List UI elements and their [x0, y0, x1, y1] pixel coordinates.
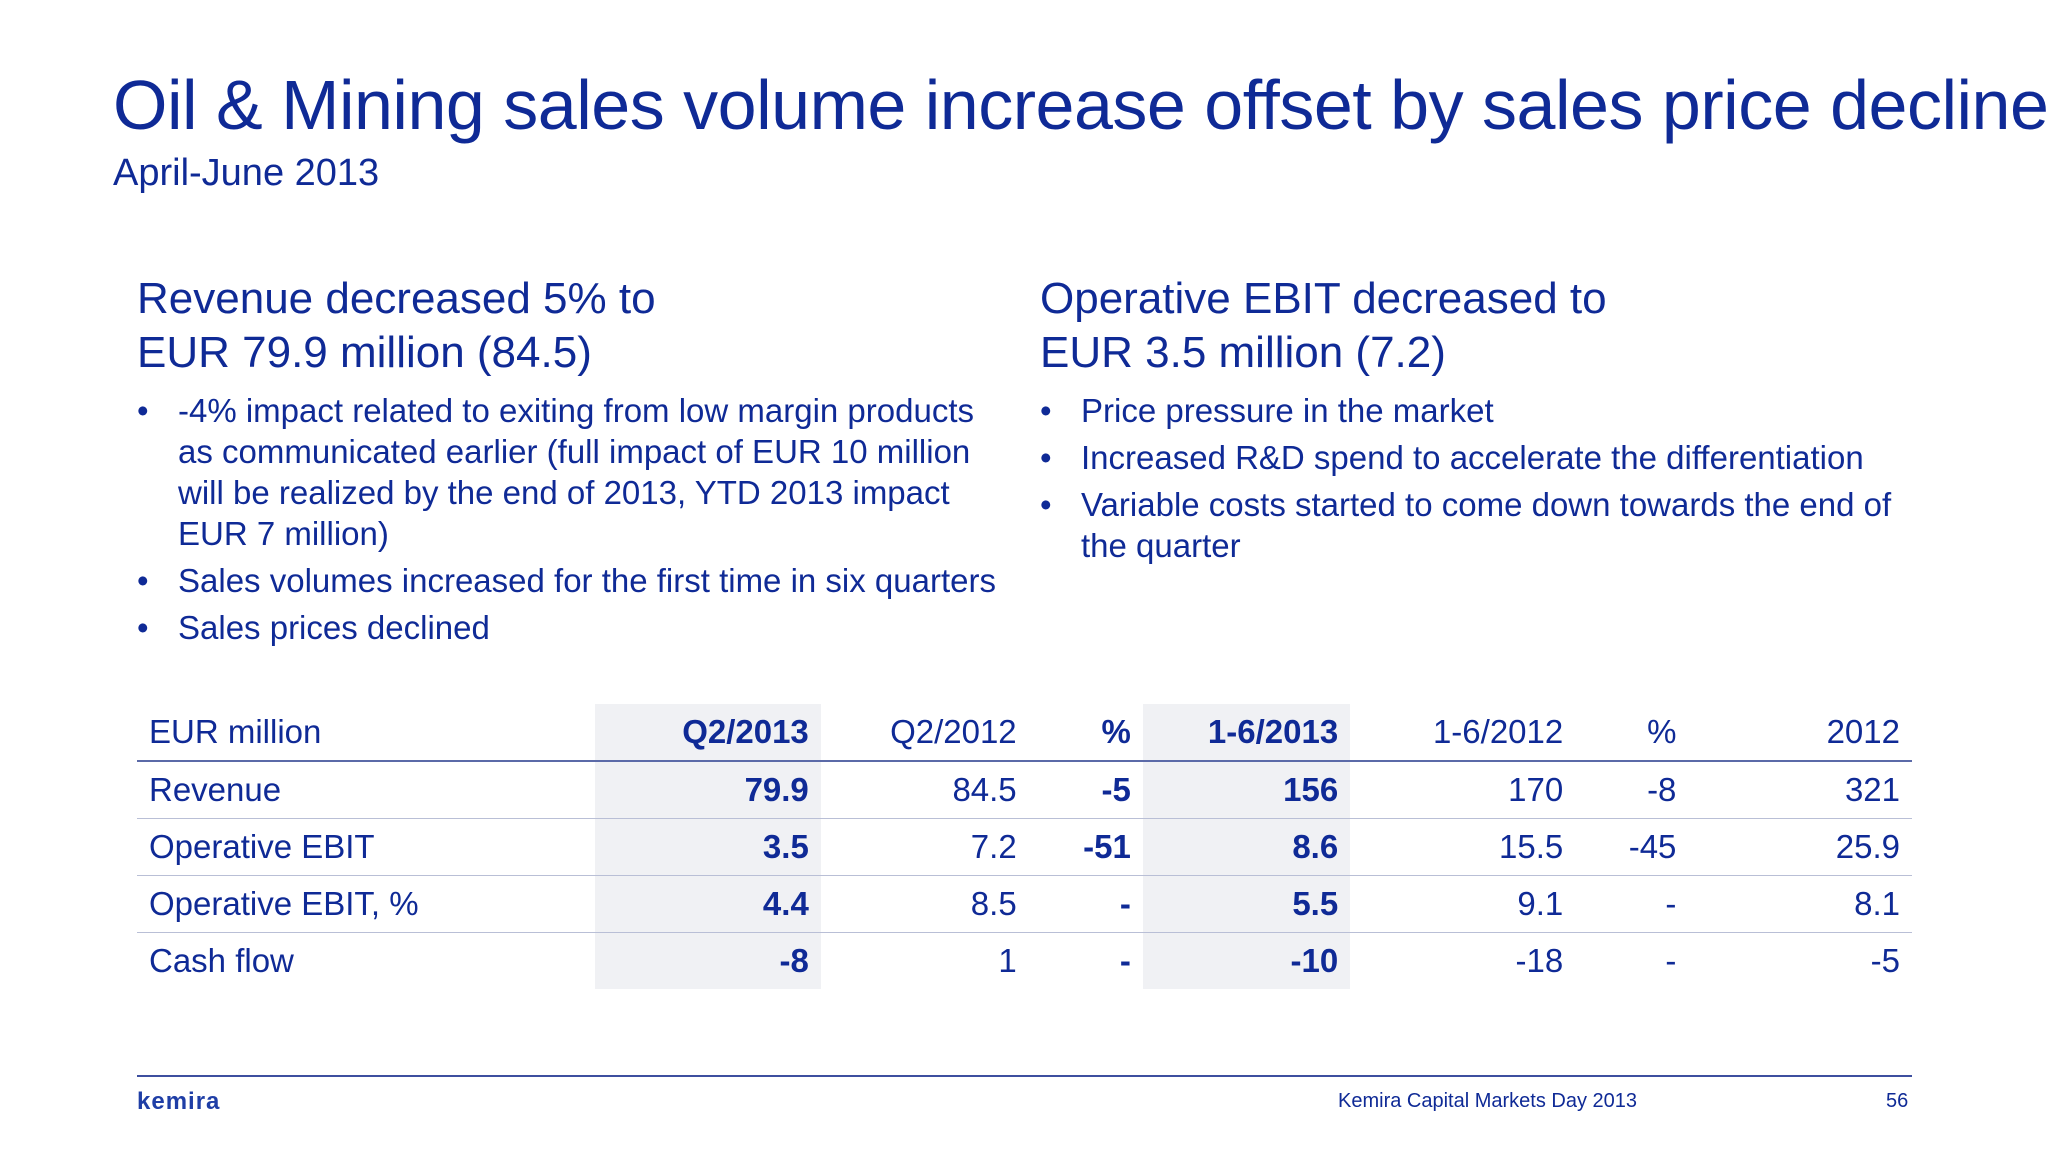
table-cell: -8 [1575, 761, 1689, 819]
table-cell: 1 [998, 942, 1017, 979]
column-header: % [1028, 704, 1143, 762]
list-item: • Variable costs started to come down tow… [1040, 484, 1940, 566]
ebit-bullet-list: • Price pressure in the market • Increased… [1040, 390, 1940, 566]
row-label: Operative EBIT, % [137, 875, 596, 933]
table-cell: - [1575, 875, 1689, 933]
table-cell: 4.4 [595, 875, 821, 933]
table-cell: 7.2 [820, 818, 1029, 876]
table-cell: -45 [1575, 818, 1689, 876]
table-cell: 8.6 [1142, 818, 1351, 876]
column-header: 2012 [1688, 704, 1912, 762]
table-row: Cash flow -8 1 - -10 -18 - -5 [137, 932, 1912, 989]
ebit-heading-line2: EUR 3.5 million (7.2) [1040, 328, 1446, 377]
list-item-text: Sales prices declined [178, 609, 490, 646]
row-label: Operative EBIT [137, 818, 596, 876]
ebit-heading: Operative EBIT decreased to EUR 3.5 mill… [1040, 272, 1940, 380]
page-number: 56 [1886, 1090, 1909, 1112]
column-header: 1-6/2013 [1142, 704, 1351, 762]
table-cell: - [1119, 942, 1131, 979]
list-item: • -4% impact related to exiting from low … [137, 390, 1017, 554]
table-header-row: EUR million Q2/2013 Q2/2012 % 1-6/2013 1… [137, 704, 1912, 762]
column-header: Q2/2012 [820, 704, 1029, 762]
table-cell: 170 [1350, 761, 1576, 819]
financials-table: EUR million Q2/2013 Q2/2012 % 1-6/2013 1… [137, 704, 1912, 989]
revenue-bullet-list: • -4% impact related to exiting from low … [137, 390, 1017, 648]
table-cell: 15.5 [1350, 818, 1576, 876]
table-row: Revenue 79.9 84.5 -5 156 170 -8 321 [137, 761, 1912, 819]
list-item: • Sales volumes increased for the first t… [137, 560, 1017, 601]
bullet-icon: • [1040, 439, 1052, 476]
ebit-section: Operative EBIT decreased to EUR 3.5 mill… [1040, 272, 1940, 572]
slide-subtitle: April-June 2013 [113, 152, 380, 194]
list-item: • Sales prices declined [137, 607, 1017, 648]
footer-event-text: Kemira Capital Markets Day 2013 [1338, 1090, 1638, 1112]
table-cell: -8 [595, 932, 821, 989]
table-cell: -18 [1515, 942, 1564, 979]
table-cell: - [1028, 875, 1143, 933]
table-cell: 5.5 [1142, 875, 1351, 933]
list-item-text: Price pressure in the market [1081, 392, 1494, 429]
table-cell: 9.1 [1350, 875, 1576, 933]
table-cell: 8.1 [1688, 875, 1912, 933]
kemira-logo: kemira [137, 1088, 221, 1115]
revenue-heading-line1: Revenue decreased 5% to [137, 274, 656, 323]
list-item-text: Increased R&D spend to accelerate the di… [1081, 439, 1864, 476]
table-cell: -5 [1028, 761, 1143, 819]
column-header: % [1575, 704, 1689, 762]
table-row: Operative EBIT 3.5 7.2 -51 8.6 15.5 -45 … [137, 818, 1912, 876]
row-label: Cash flow [149, 942, 294, 979]
table-cell: 3.5 [595, 818, 821, 876]
table-cell: 79.9 [595, 761, 821, 819]
column-header: EUR million [137, 704, 596, 762]
column-header: Q2/2013 [595, 704, 821, 762]
bullet-icon: • [1040, 486, 1052, 523]
list-item-text: Sales volumes increased for the first ti… [178, 562, 996, 599]
bullet-icon: • [1040, 392, 1052, 429]
slide-title: Oil & Mining sales volume increase offse… [113, 66, 2048, 144]
table-cell: -51 [1028, 818, 1143, 876]
list-item: • Price pressure in the market [1040, 390, 1940, 431]
list-item-text: -4% impact related to exiting from low m… [178, 392, 974, 552]
column-header: 1-6/2012 [1350, 704, 1576, 762]
table-cell: 156 [1142, 761, 1351, 819]
table-cell: 84.5 [820, 761, 1029, 819]
table-cell: 321 [1688, 761, 1912, 819]
revenue-heading-line2: EUR 79.9 million (84.5) [137, 328, 592, 377]
row-label: Revenue [137, 761, 596, 819]
table-row: Operative EBIT, % 4.4 8.5 - 5.5 9.1 - 8.… [137, 875, 1912, 933]
table-cell: 8.5 [820, 875, 1029, 933]
table-cell: - [1665, 942, 1677, 979]
bullet-icon: • [137, 609, 149, 646]
table-cell: -5 [1870, 942, 1900, 979]
ebit-heading-line1: Operative EBIT decreased to [1040, 274, 1607, 323]
revenue-section: Revenue decreased 5% to EUR 79.9 million… [137, 272, 1017, 654]
list-item: • Increased R&D spend to accelerate the d… [1040, 437, 1940, 478]
table-cell: -10 [1142, 932, 1351, 989]
revenue-heading: Revenue decreased 5% to EUR 79.9 million… [137, 272, 1017, 380]
table-cell: 25.9 [1688, 818, 1912, 876]
bullet-icon: • [137, 562, 149, 599]
footer-divider [137, 1075, 1912, 1077]
bullet-icon: • [137, 392, 149, 429]
list-item-text: Variable costs started to come down towa… [1081, 486, 1892, 564]
